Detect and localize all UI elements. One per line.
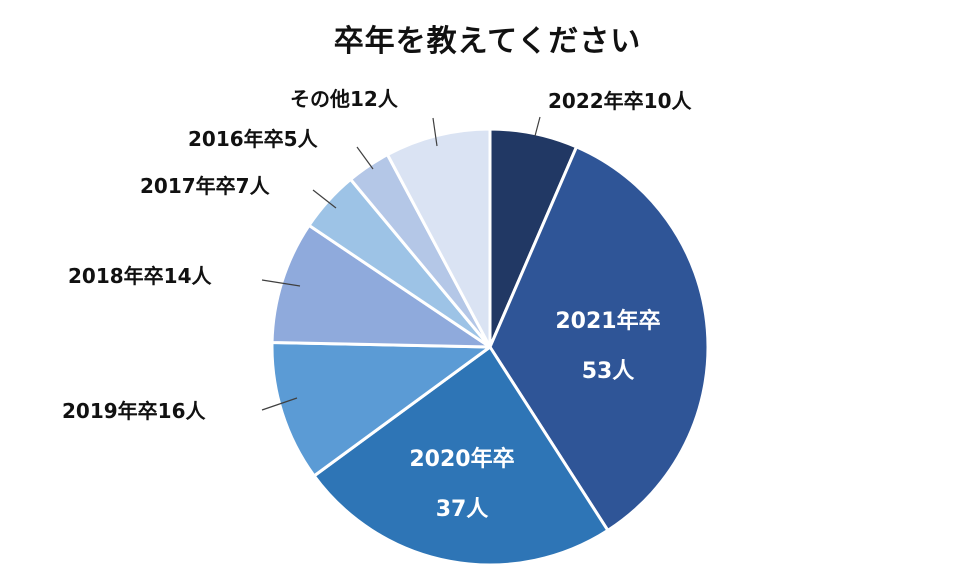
pie-slice-8 (385, 127, 492, 349)
slice-label-2-count: 53人 (582, 359, 635, 384)
slice-label-1: 2022年卒10人 (548, 89, 692, 113)
pie-slice-2 (488, 145, 710, 532)
slice-label-8: その他12人 (290, 87, 399, 111)
slice-label-5: 2018年卒14人 (68, 264, 212, 288)
leader-line-6 (312, 189, 337, 209)
slice-label-3-count: 37人 (436, 497, 489, 522)
slice-label-6: 2017年卒7人 (140, 174, 271, 198)
slice-label-2-category: 2021年卒 (555, 308, 660, 334)
leader-line-4 (261, 397, 298, 411)
pie-slice-4 (270, 341, 492, 478)
leader-line-7 (356, 146, 374, 170)
slice-label-4: 2019年卒16人 (62, 399, 206, 423)
leader-line-1 (534, 116, 541, 137)
slice-label-3-category: 2020年卒 (409, 446, 514, 472)
leader-line-8 (432, 117, 438, 147)
pie-slice-5 (270, 223, 492, 349)
pie-slice-3 (312, 345, 610, 567)
slice-label-7: 2016年卒5人 (188, 127, 319, 151)
chart-title: 卒年を教えてください (333, 24, 642, 59)
leader-line-5 (261, 279, 301, 287)
